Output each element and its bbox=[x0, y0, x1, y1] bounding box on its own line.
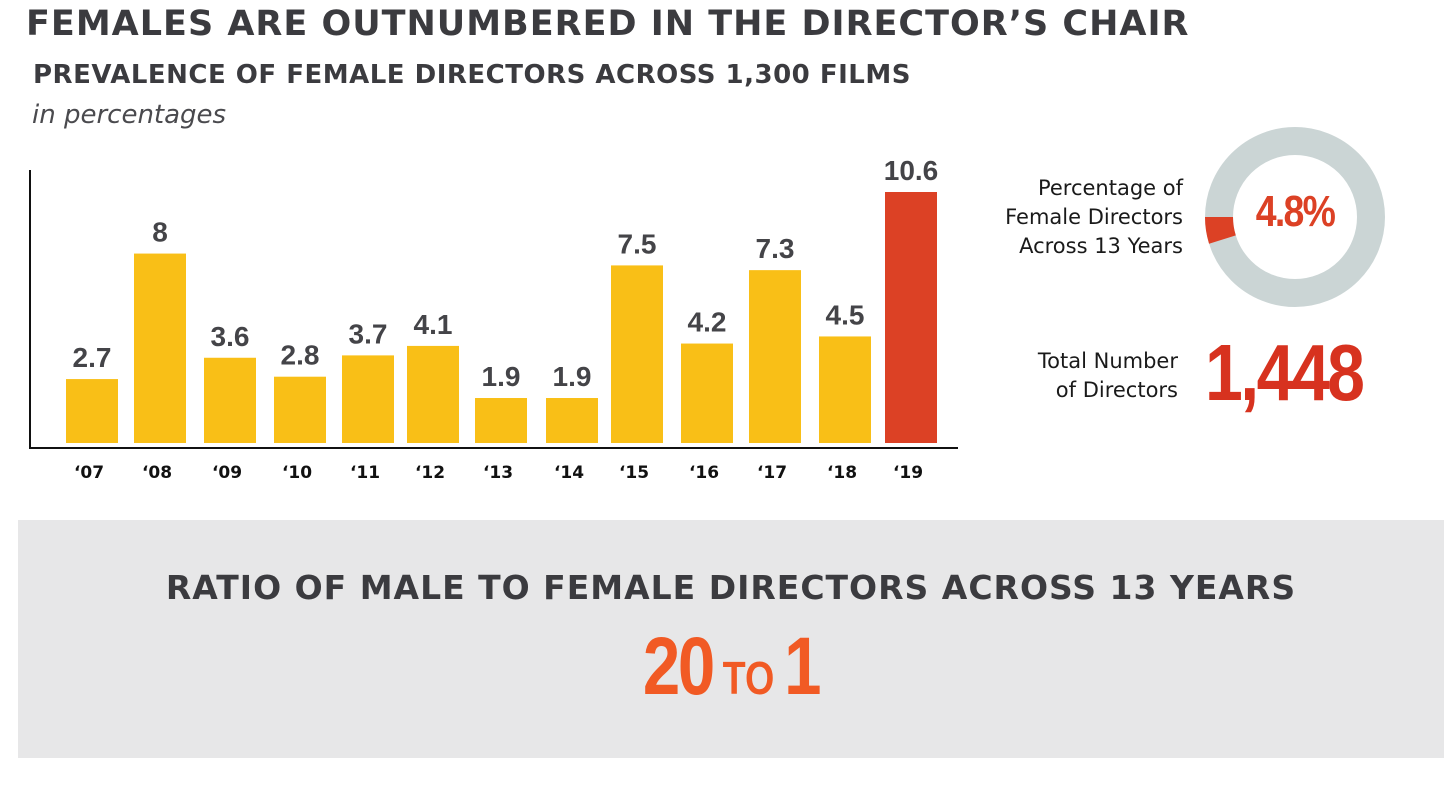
x-tick-label-11: ‘18 bbox=[827, 463, 857, 483]
bar-6 bbox=[475, 398, 527, 443]
ratio-panel: RATIO OF MALE TO FEMALE DIRECTORS ACROSS… bbox=[18, 520, 1444, 758]
x-tick-label-10: ‘17 bbox=[757, 463, 787, 483]
bar-7 bbox=[546, 398, 598, 443]
percentage-donut bbox=[1205, 127, 1385, 307]
x-tick-label-2: ‘09 bbox=[212, 463, 242, 483]
bar-11 bbox=[819, 336, 871, 443]
ratio-title: RATIO OF MALE TO FEMALE DIRECTORS ACROSS… bbox=[165, 568, 1297, 607]
total-directors-value: 1,448 bbox=[1205, 328, 1365, 417]
bar-8 bbox=[611, 265, 663, 443]
donut-ring bbox=[1205, 127, 1385, 307]
percentage-value: 4.8% bbox=[1255, 187, 1336, 236]
total-directors-label: Total Number of Directors bbox=[1037, 349, 1178, 402]
bar-value-label-10: 7.3 bbox=[756, 233, 795, 264]
x-tick-label-9: ‘16 bbox=[689, 463, 719, 483]
bar-value-label-8: 7.5 bbox=[618, 228, 657, 259]
percentage-label: Percentage of Female Directors Across 13… bbox=[1005, 176, 1183, 258]
ratio-right: 1 bbox=[784, 621, 821, 712]
bar-3 bbox=[274, 376, 326, 443]
bar-1 bbox=[134, 253, 186, 443]
x-tick-label-5: ‘12 bbox=[415, 463, 445, 483]
bar-2 bbox=[204, 357, 256, 443]
bar-9 bbox=[681, 343, 733, 443]
bar-10 bbox=[749, 270, 801, 443]
x-tick-label-0: ‘07 bbox=[74, 463, 104, 483]
ratio-value: 20 TO 1 bbox=[146, 620, 1315, 714]
x-tick-label-7: ‘14 bbox=[554, 463, 584, 483]
x-tick-label-6: ‘13 bbox=[483, 463, 513, 483]
bar-chart: 2.7 ‘07 8 ‘08 3.6 ‘09 2.8 ‘10 3.7 ‘11 4.1 ‘12 1.9 ‘13… bbox=[29, 155, 958, 483]
bar-value-label-7: 1.9 bbox=[553, 361, 592, 392]
x-tick-label-12: ‘19 bbox=[893, 463, 923, 483]
bar-value-label-12: 10.6 bbox=[884, 155, 939, 186]
bar-value-label-3: 2.8 bbox=[281, 340, 320, 371]
bar-value-label-6: 1.9 bbox=[482, 361, 521, 392]
bar-value-label-2: 3.6 bbox=[211, 321, 250, 352]
ratio-left: 20 bbox=[642, 621, 715, 712]
bar-value-label-4: 3.7 bbox=[349, 318, 388, 349]
x-tick-label-1: ‘08 bbox=[142, 463, 172, 483]
ratio-connector: TO bbox=[722, 652, 775, 704]
chart-units-note: in percentages bbox=[32, 100, 227, 130]
bar-value-label-11: 4.5 bbox=[826, 299, 865, 330]
x-tick-label-4: ‘11 bbox=[350, 463, 380, 483]
bar-value-label-5: 4.1 bbox=[414, 309, 453, 340]
headline: FEMALES ARE OUTNUMBERED IN THE DIRECTOR’… bbox=[26, 4, 1190, 44]
bar-0 bbox=[66, 379, 118, 443]
bar-4 bbox=[342, 355, 394, 443]
chart-subtitle: PREVALENCE OF FEMALE DIRECTORS ACROSS 1,… bbox=[33, 60, 911, 90]
bar-value-label-9: 4.2 bbox=[688, 307, 727, 338]
bar-5 bbox=[407, 345, 459, 443]
bar-12 bbox=[885, 192, 937, 443]
x-tick-label-3: ‘10 bbox=[282, 463, 312, 483]
bar-value-label-1: 8 bbox=[152, 217, 168, 248]
x-tick-label-8: ‘15 bbox=[619, 463, 649, 483]
bar-value-label-0: 2.7 bbox=[73, 342, 112, 373]
